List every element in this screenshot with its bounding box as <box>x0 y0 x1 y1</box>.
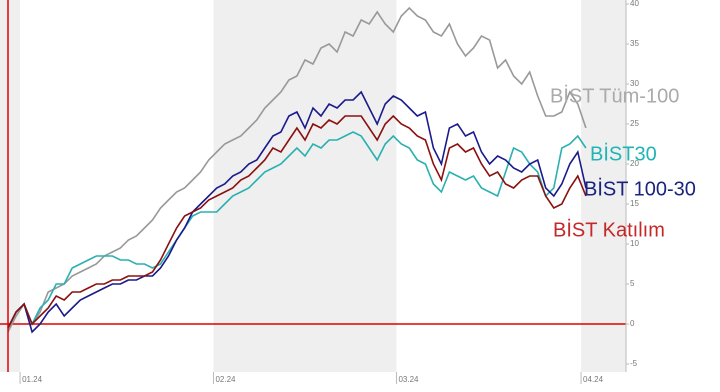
series-label: BİST 100-30 <box>584 177 696 200</box>
y-tick-label: 5 <box>630 279 635 288</box>
x-tick-label: 04.24 <box>583 375 604 384</box>
y-tick-label: 10 <box>630 239 639 248</box>
y-tick-label: 30 <box>630 79 639 88</box>
x-tick-label: 02.24 <box>215 375 236 384</box>
month-band <box>213 0 397 372</box>
background <box>0 0 626 372</box>
series-line <box>7 114 587 329</box>
y-tick-label: 15 <box>630 199 639 208</box>
series-label: BİST30 <box>590 142 657 165</box>
x-tick-label: 03.24 <box>398 375 419 384</box>
month-band <box>0 0 21 372</box>
x-tick-label: 01.24 <box>22 375 43 384</box>
series-label: BİST Katılım <box>553 218 665 241</box>
y-tick-label: 40 <box>630 0 639 8</box>
y-tick-label: -5 <box>630 359 638 368</box>
y-tick-label: 0 <box>630 319 635 328</box>
series-line <box>7 131 587 329</box>
series-label: BİST Tüm-100 <box>550 84 679 107</box>
series-line <box>7 90 587 334</box>
plot <box>0 6 626 334</box>
y-tick-label: 25 <box>630 119 639 128</box>
y-tick-label: 35 <box>630 39 639 48</box>
y-tick-label: 20 <box>630 159 639 168</box>
month-band <box>581 0 626 372</box>
